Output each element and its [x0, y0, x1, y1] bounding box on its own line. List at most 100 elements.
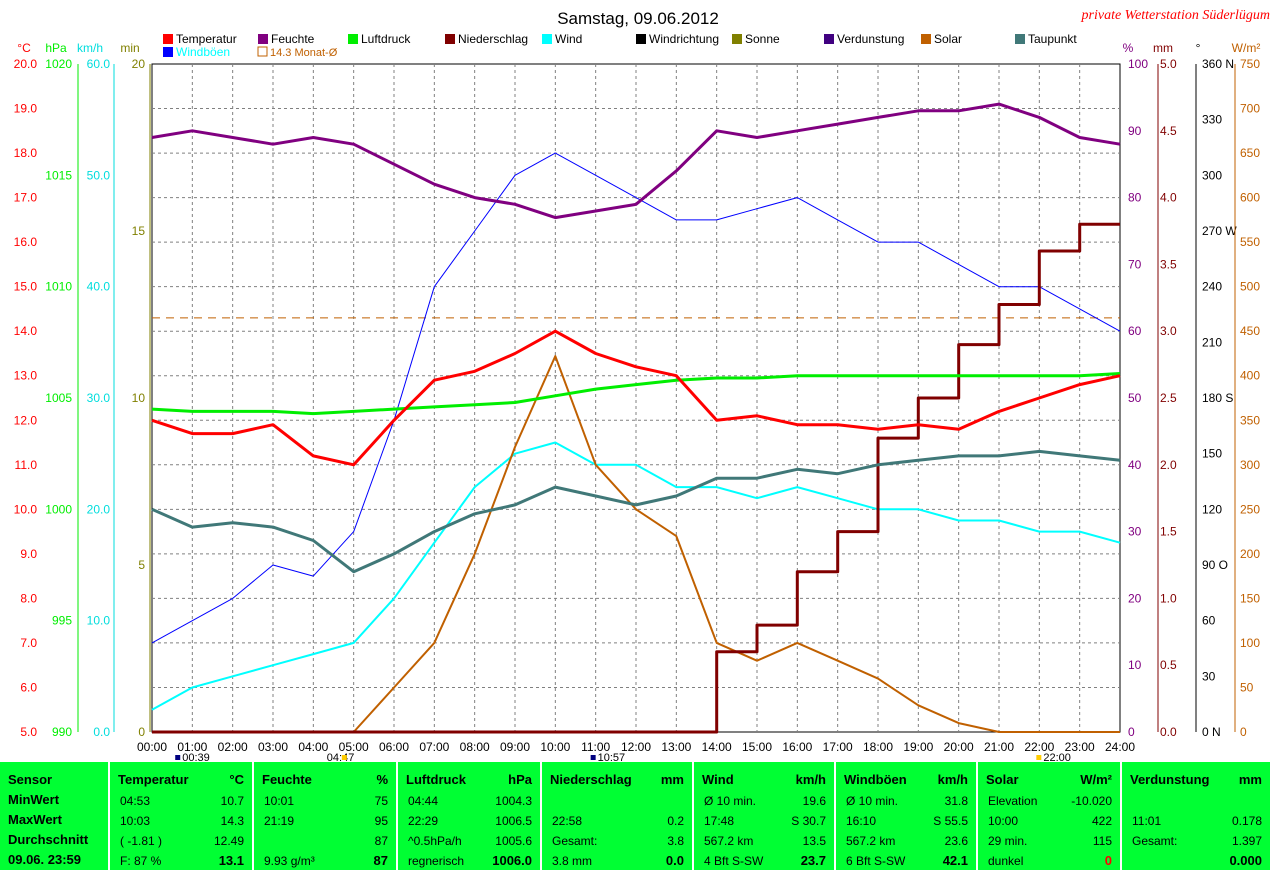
- stat-label: 10:03: [120, 814, 151, 828]
- stat-label: 9.93 g/m³: [264, 854, 315, 868]
- stat-label: F: 87 %: [120, 854, 162, 868]
- panel-unit: km/h: [795, 772, 826, 787]
- time-marker: 04:47: [327, 752, 355, 762]
- legend-label: Feuchte: [271, 32, 315, 46]
- wm2-axis-tick: 200: [1240, 547, 1260, 561]
- plot-area: [151, 63, 1121, 733]
- time-tick: 14:00: [702, 740, 732, 754]
- mm-axis-unit: mm: [1153, 41, 1173, 55]
- time-marker: 10:57: [598, 752, 626, 762]
- sensor-row: Durchschnitt: [8, 832, 89, 847]
- wm2-axis-tick: 600: [1240, 191, 1260, 205]
- stat-value: 0.0: [665, 853, 684, 868]
- mm-axis-tick: 2.5: [1160, 391, 1177, 405]
- time-tick: 24:00: [1105, 740, 1135, 754]
- mm-axis-tick: 0.5: [1160, 658, 1177, 672]
- stats-panel-press: Luftdruck hPa 04:44 1004.3 22:29 1006.5 ^0.5hP…: [398, 762, 540, 870]
- stat-label: Elevation: [988, 794, 1038, 808]
- time-marker: 22:00: [1043, 752, 1071, 762]
- stat-value: 1005.6: [495, 834, 532, 848]
- deg-axis-tick: 30: [1202, 669, 1216, 683]
- stat-value: 1006.5: [495, 814, 532, 828]
- time-tick: 15:00: [742, 740, 772, 754]
- stat-label: Ø 10 min.: [704, 794, 757, 808]
- stat-value: 1004.3: [495, 794, 532, 808]
- deg-axis-tick: 360 N: [1202, 57, 1234, 71]
- stat-label: 10:01: [264, 794, 295, 808]
- mm-axis-tick: 1.5: [1160, 525, 1177, 539]
- wm2-axis-tick: 750: [1240, 57, 1260, 71]
- legend-label: Windrichtung: [649, 32, 719, 46]
- panel-header: Windböen: [844, 772, 907, 787]
- deg-axis-tick: 60: [1202, 614, 1216, 628]
- stat-value: 19.6: [802, 794, 826, 808]
- stat-value: 1006.0: [492, 853, 532, 868]
- mm-axis-tick: 3.5: [1160, 257, 1177, 271]
- legend-swatch: [824, 34, 834, 44]
- hpa-axis-unit: hPa: [45, 41, 67, 55]
- legend-swatch: [163, 47, 173, 57]
- temp-axis-tick: 16.0: [14, 235, 38, 249]
- marker-icon: [341, 755, 347, 760]
- min-axis-tick: 15: [132, 224, 146, 238]
- deg-axis-tick: 90 O: [1202, 558, 1228, 572]
- mm-axis-tick: 4.0: [1160, 191, 1177, 205]
- series-line-feuchte: [151, 102, 1121, 220]
- kmh-axis-tick: 60.0: [87, 57, 111, 71]
- wm2-axis-tick: 550: [1240, 235, 1260, 249]
- legend-label: Wind: [555, 32, 582, 46]
- stat-value: 95: [374, 814, 388, 828]
- stat-value: 1.397: [1231, 834, 1262, 848]
- deg-axis-unit: °: [1196, 41, 1201, 55]
- sensor-row: MinWert: [8, 792, 60, 807]
- temp-axis-tick: 14.0: [14, 324, 38, 338]
- panel-unit: %: [376, 772, 388, 787]
- stat-value: 0: [1104, 853, 1112, 868]
- kmh-axis-tick: 10.0: [87, 614, 111, 628]
- panel-unit: mm: [660, 772, 684, 787]
- legend-label: Temperatur: [176, 32, 237, 46]
- temp-axis-tick: 12.0: [14, 413, 38, 427]
- time-tick: 22:00: [1024, 740, 1054, 754]
- legend-label: Luftdruck: [361, 32, 411, 46]
- panel-header: Verdunstung: [1130, 772, 1210, 787]
- stat-label: ( -1.81 ): [120, 834, 163, 848]
- pct-axis-tick: 50: [1128, 391, 1142, 405]
- stat-label: ^0.5hPa/h: [408, 834, 462, 848]
- mm-axis-tick: 5.0: [1160, 57, 1177, 71]
- pct-axis-tick: 80: [1128, 191, 1142, 205]
- time-tick: 02:00: [218, 740, 248, 754]
- time-tick: 00:00: [137, 740, 167, 754]
- stat-value: 12.49: [213, 834, 244, 848]
- chart-title: Samstag, 09.06.2012: [557, 9, 719, 28]
- wm2-axis-tick: 100: [1240, 636, 1260, 650]
- temp-axis-tick: 15.0: [14, 280, 38, 294]
- sensor-row: 09.06. 23:59: [8, 852, 82, 867]
- stat-value: 0.178: [1231, 814, 1262, 828]
- stat-value: 23.7: [800, 853, 826, 868]
- hpa-axis-tick: 1000: [45, 502, 72, 516]
- time-tick: 01:00: [177, 740, 207, 754]
- stats-panel-hum: Feuchte% 10:01 75 21:19 95 87 9.93 g/m³ 87: [254, 762, 396, 870]
- panel-header: Luftdruck: [406, 772, 466, 787]
- pct-axis-tick: 70: [1128, 257, 1142, 271]
- panel-header: Feuchte: [262, 772, 312, 787]
- stat-value: 31.8: [944, 794, 968, 808]
- stats-panel-wind: Wind km/h Ø 10 min. 19.6 17:48 S 30.7 567.2 km…: [694, 762, 834, 870]
- pct-axis-tick: 20: [1128, 591, 1142, 605]
- temp-axis-tick: 7.0: [20, 636, 37, 650]
- deg-axis-tick: 0 N: [1202, 725, 1221, 739]
- wm2-axis-tick: 0: [1240, 725, 1247, 739]
- panel-header: Wind: [702, 772, 734, 787]
- wm2-axis-tick: 300: [1240, 458, 1260, 472]
- wm2-axis-tick: 50: [1240, 680, 1254, 694]
- stat-label: 17:48: [704, 814, 735, 828]
- temp-axis-tick: 13.0: [14, 369, 38, 383]
- kmh-axis-tick: 0.0: [93, 725, 110, 739]
- stat-value: 42.1: [942, 853, 968, 868]
- legend-label: Verdunstung: [837, 32, 904, 46]
- wm2-axis-tick: 650: [1240, 146, 1260, 160]
- temp-axis-tick: 10.0: [14, 502, 38, 516]
- deg-axis-tick: 120: [1202, 502, 1222, 516]
- time-tick: 18:00: [863, 740, 893, 754]
